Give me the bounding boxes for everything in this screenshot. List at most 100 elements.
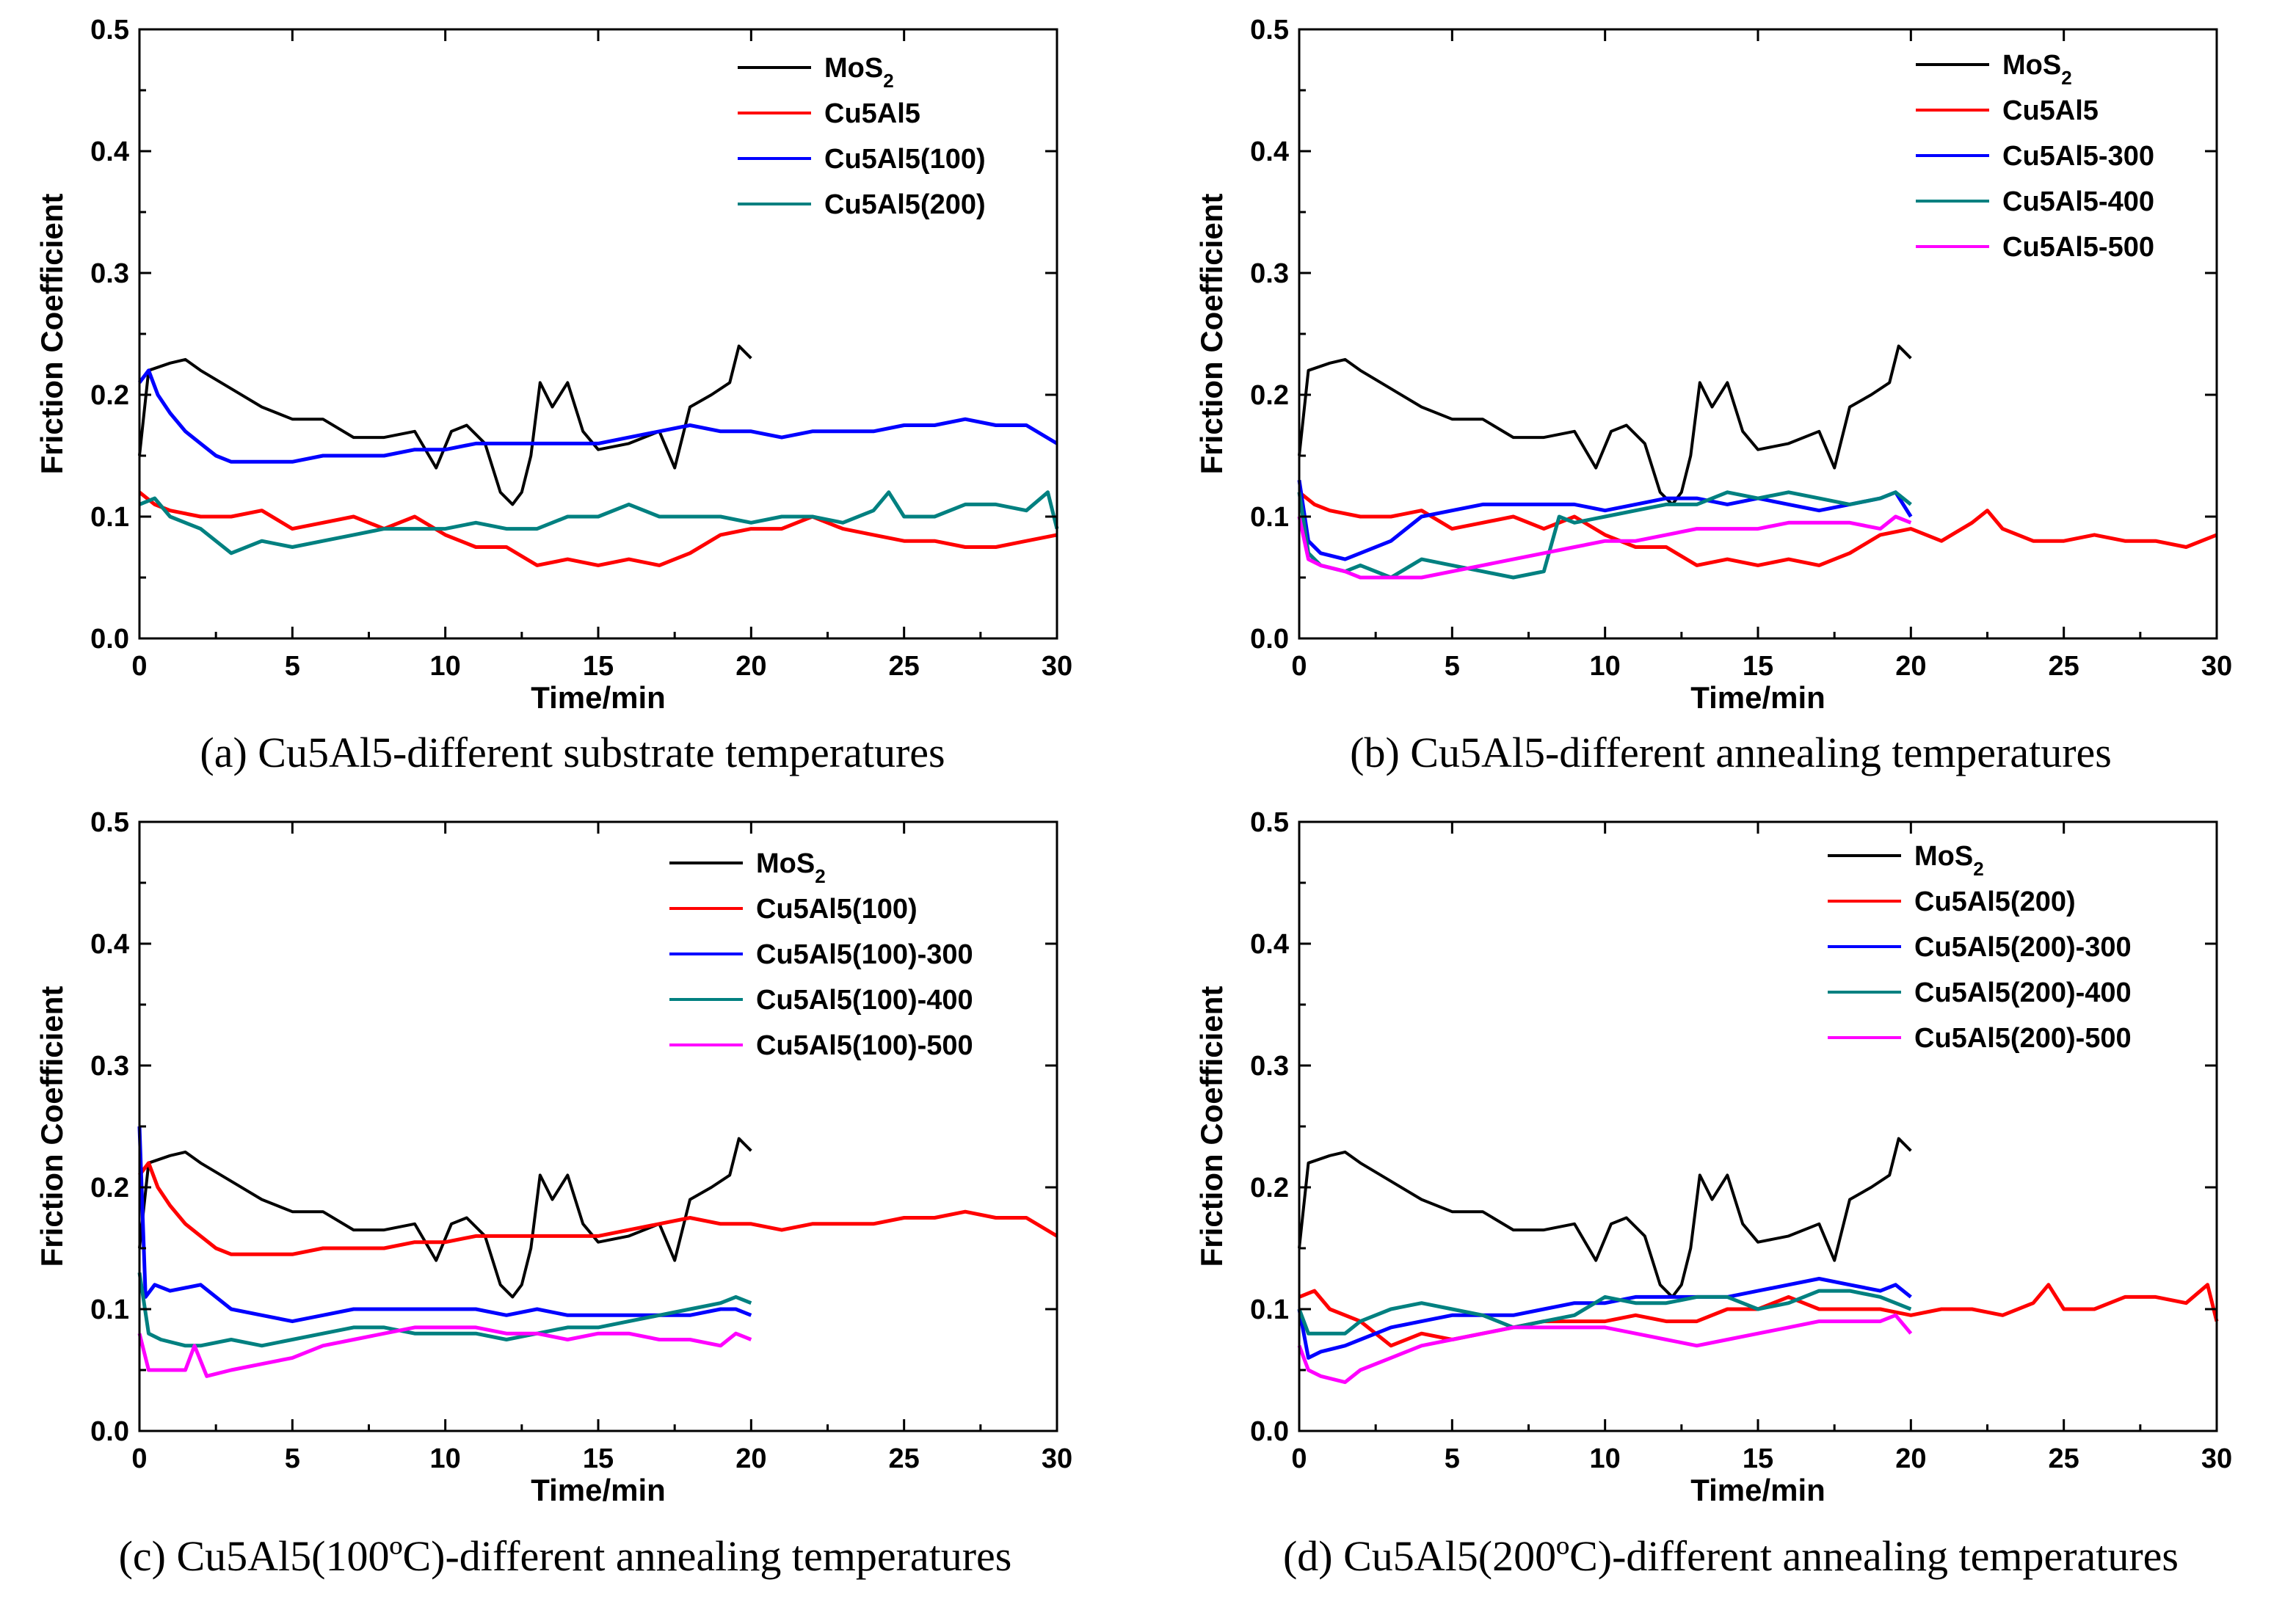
- y-tick-label: 0.4: [90, 929, 129, 960]
- y-axis-title: Friction Coefficient: [34, 194, 69, 475]
- x-tick-label: 25: [889, 1443, 920, 1474]
- legend-label-3: Cu5Al5-300: [2002, 141, 2154, 172]
- legend-label-2: Cu5Al5: [2002, 95, 2099, 126]
- series-line-3: [1297, 1277, 1912, 1360]
- x-tick-label: 25: [2049, 1443, 2079, 1474]
- legend-subscript: 2: [883, 70, 893, 92]
- legend-label-5: Cu5Al5-500: [2002, 232, 2154, 263]
- legend-label-4: Cu5Al5(200)-400: [1914, 977, 2132, 1008]
- y-axis-title: Friction Coefficient: [1194, 986, 1229, 1267]
- x-tick-label: 20: [1895, 1443, 1926, 1474]
- series-line-1: [1298, 1137, 1912, 1299]
- legend-label-4: Cu5Al5-400: [2002, 186, 2154, 217]
- x-tick-label: 10: [1590, 1443, 1621, 1474]
- series-line-4: [1297, 1289, 1912, 1336]
- y-tick-label: 0.0: [1250, 624, 1289, 655]
- x-tick-label: 20: [735, 1443, 766, 1474]
- y-tick-label: 0.3: [90, 1051, 129, 1082]
- legend-subscript: 2: [1973, 858, 1983, 880]
- y-tick-label: 0.0: [90, 1416, 129, 1447]
- plot-series: [138, 344, 1059, 567]
- x-tick-label: 30: [2201, 651, 2232, 682]
- legend-label-2: Cu5Al5(200): [1914, 886, 2076, 917]
- legend-label-4: Cu5Al5(200): [824, 189, 986, 220]
- series-line-4: [139, 490, 1059, 556]
- x-tick-label: 15: [583, 1443, 614, 1474]
- y-axis-title: Friction Coefficient: [1194, 194, 1229, 475]
- x-tick-label: 15: [583, 651, 614, 682]
- y-tick-label: 0.4: [1250, 136, 1289, 167]
- x-tick-label: 0: [131, 651, 147, 682]
- panel-b: 0 5 10 15 20 25 30 0.0 0.1 0.2 0.3 0.4 0.5 Time/min Fr…: [1194, 15, 2232, 776]
- series-line-4: [137, 1272, 752, 1348]
- x-axis-title: Time/min: [1690, 1473, 1825, 1507]
- x-tick-label: 30: [1042, 651, 1072, 682]
- x-tick-label: 5: [1445, 1443, 1460, 1474]
- y-tick-label: 0.5: [90, 15, 129, 45]
- x-tick-label: 0: [131, 1443, 147, 1474]
- plot-series: [1297, 344, 2217, 580]
- series-line-3: [1297, 479, 1913, 561]
- panel-caption: (c) Cu5Al5(100ºC)-different annealing te…: [119, 1532, 1012, 1580]
- y-axis-title: Friction Coefficient: [34, 986, 69, 1267]
- legend-subscript: 2: [2061, 67, 2071, 89]
- x-tick-label: 10: [430, 1443, 461, 1474]
- x-tick-label: 15: [1743, 651, 1773, 682]
- series-line-1: [138, 1137, 752, 1299]
- x-tick-label: 0: [1291, 1443, 1307, 1474]
- legend-label-5: Cu5Al5(200)-500: [1914, 1023, 2132, 1054]
- x-tick-label: 15: [1743, 1443, 1773, 1474]
- legend-label-3: Cu5Al5(100)-300: [756, 939, 973, 970]
- legend-label-2: Cu5Al5(100): [756, 894, 918, 925]
- legend-label-3: Cu5Al5(200)-300: [1914, 932, 2132, 963]
- y-tick-label: 0.1: [1250, 1294, 1289, 1325]
- legend-subscript: 2: [815, 865, 825, 887]
- x-tick-label: 30: [1042, 1443, 1072, 1474]
- panel-d: 0 5 10 15 20 25 30 0.0 0.1 0.2 0.3 0.4 0.5 Time/min Fr…: [1194, 807, 2232, 1580]
- y-tick-label: 0.0: [90, 624, 129, 655]
- legend-label-4: Cu5Al5(100)-400: [756, 985, 973, 1016]
- series-line-5: [137, 1325, 752, 1378]
- y-tick-label: 0.2: [1250, 380, 1289, 411]
- x-tick-label: 5: [285, 1443, 300, 1474]
- x-tick-label: 10: [1590, 651, 1621, 682]
- plot-series: [1297, 1137, 2219, 1385]
- x-tick-label: 30: [2201, 1443, 2232, 1474]
- panel-c: 0 5 10 15 20 25 30 0.0 0.1 0.2 0.3 0.4 0.5 Time/min Fr…: [34, 807, 1072, 1580]
- series-line-2: [138, 490, 1058, 567]
- x-tick-label: 5: [285, 651, 300, 682]
- x-axis-title: Time/min: [531, 1473, 666, 1507]
- x-tick-label: 20: [1895, 651, 1926, 682]
- series-line-1: [138, 344, 752, 506]
- y-tick-label: 0.2: [90, 380, 129, 411]
- legend-label-5: Cu5Al5(100)-500: [756, 1030, 973, 1061]
- y-tick-label: 0.5: [1250, 15, 1289, 45]
- y-tick-label: 0.1: [90, 502, 129, 533]
- y-tick-label: 0.1: [90, 1294, 129, 1325]
- y-tick-label: 0.5: [90, 807, 129, 838]
- y-tick-label: 0.3: [1250, 258, 1289, 289]
- panel-caption: (b) Cu5Al5-different annealing temperatu…: [1350, 729, 2112, 776]
- y-tick-label: 0.4: [90, 136, 129, 167]
- series-line-2: [1298, 490, 2217, 567]
- y-tick-label: 0.0: [1250, 1416, 1289, 1447]
- x-tick-label: 5: [1445, 651, 1460, 682]
- y-tick-label: 0.4: [1250, 929, 1289, 960]
- x-axis-title: Time/min: [1690, 680, 1825, 715]
- legend: MoS2Cu5Al5(200)Cu5Al5(200)-300Cu5Al5(200…: [1828, 841, 2132, 1054]
- plot-series: [137, 1126, 1058, 1378]
- x-tick-label: 25: [889, 651, 920, 682]
- y-tick-label: 0.5: [1250, 807, 1289, 838]
- series-line-5: [1297, 514, 1912, 580]
- y-tick-label: 0.3: [90, 258, 129, 289]
- series-line-1: [1298, 344, 1912, 506]
- panel-caption: (a) Cu5Al5-different substrate temperatu…: [200, 729, 945, 776]
- y-tick-label: 0.2: [1250, 1173, 1289, 1203]
- x-tick-label: 25: [2049, 651, 2079, 682]
- series-line-3: [138, 368, 1058, 464]
- series-line-2: [1298, 1283, 2219, 1348]
- legend-label-2: Cu5Al5: [824, 98, 920, 129]
